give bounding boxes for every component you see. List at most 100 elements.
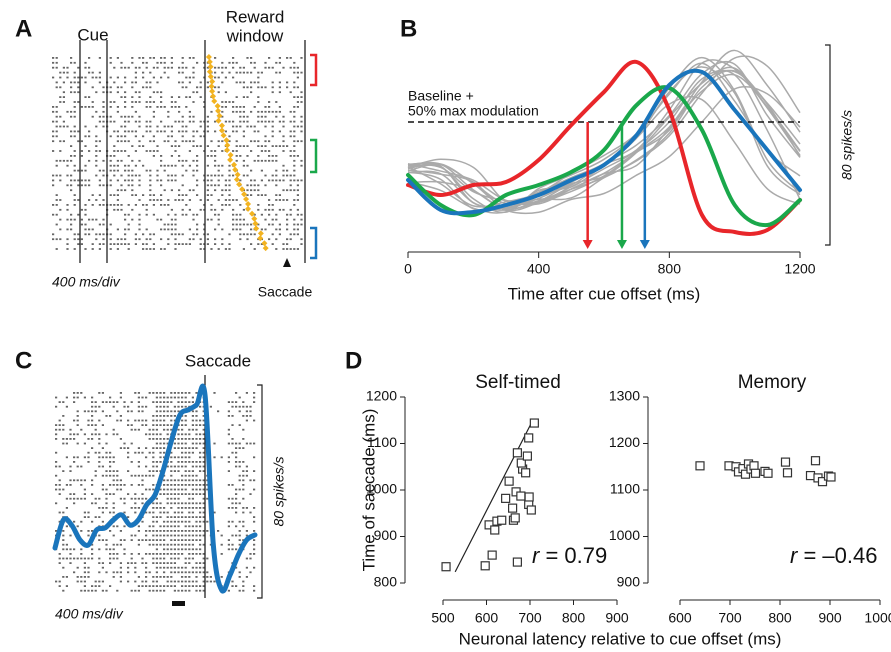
raster-dot [102,243,105,245]
raster-dot [245,442,248,445]
raster-dot [137,401,140,403]
raster-dot [59,174,62,177]
raster-dot [91,530,94,532]
raster-dot [293,228,296,231]
raster-dot [260,243,263,245]
raster-dot [160,91,163,94]
raster-dot [55,204,58,206]
raster-dot [66,174,69,177]
raster-dot [73,150,76,152]
raster-dot [84,81,87,84]
raster-dot [174,199,177,201]
saccade-marker [227,156,234,163]
point [504,476,514,486]
raster-dot [170,218,173,221]
raster-dot [167,115,170,118]
raster-dot [163,511,166,514]
raster-dot [199,585,202,587]
raster-dot [206,199,209,201]
raster-dot [232,66,235,69]
raster-dot [185,96,188,98]
raster-dot [73,392,76,394]
raster-dot [98,571,101,574]
raster-dot [202,493,205,495]
raster-dot [217,91,220,94]
raster-dot [173,548,176,551]
raster-dot [271,135,274,138]
raster-dot [145,488,148,491]
raster-dot [109,194,112,196]
raster-dot [170,470,173,472]
raster-dot [116,479,119,482]
saccade-marker [243,196,250,203]
raster-dot [152,484,155,486]
raster-dot [80,589,83,592]
raster-dot [177,571,180,574]
raster-dot [214,213,217,216]
raster-dot [278,179,281,182]
raster-dot [69,479,72,482]
raster-dot [145,562,148,564]
raster-dot [170,228,173,231]
raster-dot [152,589,155,592]
raster-dot [184,465,187,468]
raster-dot [289,66,292,69]
raster-dot [253,213,256,216]
raster-dot [80,553,83,555]
raster-dot [137,585,140,587]
raster-dot [127,447,130,449]
raster-dot [177,553,180,555]
raster-dot [65,585,68,587]
raster-dot [148,525,151,528]
raster-dot [242,438,245,440]
raster-dot [173,585,176,587]
raster-dot [221,164,224,167]
raster-dot [116,150,119,152]
raster-dot [217,184,220,187]
raster-dot [192,174,195,177]
raster-dot [134,71,137,74]
raster-dot [231,534,234,537]
raster-dot [260,145,263,147]
raster-dot [181,396,184,399]
raster-dot [191,553,194,555]
raster-dot [152,199,155,201]
raster-dot [159,401,162,403]
raster-dot [300,213,303,216]
raster-dot [109,456,112,459]
raster-dot [242,401,245,403]
raster-dot [156,125,159,128]
raster-dot [84,125,87,128]
raster-dot [209,576,212,578]
raster-dot [142,164,145,167]
raster-dot [55,530,58,532]
raster-dot [242,428,245,431]
raster-dot [80,169,83,172]
raster-dot [62,120,65,123]
raster-dot [123,405,126,408]
raster-dot [217,410,220,413]
raster-dot [250,169,253,172]
raster-dot [116,204,119,206]
raster-dot [177,428,180,431]
raster-dot [116,557,119,560]
raster-dot [300,101,303,103]
raster-dot [109,91,112,94]
raster-dot [131,61,134,64]
raster-dot [73,520,76,523]
raster-dot [116,433,119,436]
raster-dot [253,130,256,133]
raster-dot [127,184,130,187]
raster-dot [184,507,187,509]
raster-dot [184,405,187,408]
raster-dot [83,585,86,587]
raster-dot [159,456,162,459]
raster-dot [181,159,184,162]
raster-dot [58,401,61,403]
raster-dot [55,451,58,454]
saccade-marker [210,93,217,100]
raster-dot [134,507,137,509]
raster-dot [94,428,97,431]
raster-dot [210,208,213,211]
raster-dot [77,199,80,201]
